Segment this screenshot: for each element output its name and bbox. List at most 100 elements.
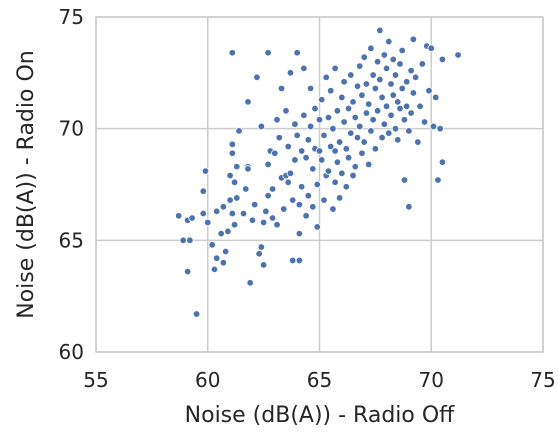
- data-point: [259, 218, 268, 227]
- data-point: [297, 183, 306, 191]
- data-point: [233, 194, 241, 202]
- data-point: [239, 209, 248, 218]
- data-point: [268, 214, 277, 222]
- data-point: [315, 147, 324, 155]
- data-point: [286, 69, 295, 77]
- data-point: [244, 98, 252, 106]
- data-point: [284, 178, 292, 186]
- data-point: [407, 109, 415, 117]
- data-point: [360, 138, 368, 146]
- data-point: [387, 111, 395, 119]
- data-point: [300, 64, 308, 73]
- data-point: [188, 214, 196, 222]
- data-point: [320, 196, 328, 204]
- data-point: [322, 73, 330, 81]
- data-point: [257, 243, 266, 251]
- data-point: [425, 86, 433, 95]
- data-point: [438, 158, 447, 166]
- data-point: [429, 122, 438, 131]
- y-tick-label: 65: [59, 228, 84, 252]
- data-point: [400, 176, 409, 184]
- data-point: [295, 200, 304, 209]
- data-point: [268, 185, 277, 193]
- data-point: [329, 124, 337, 133]
- data-point: [204, 218, 212, 227]
- data-point: [304, 191, 313, 200]
- data-point: [291, 120, 299, 128]
- data-point: [353, 82, 362, 90]
- data-point: [309, 203, 317, 211]
- data-point: [385, 37, 393, 46]
- data-point: [318, 95, 326, 104]
- data-point: [405, 203, 413, 211]
- data-point: [275, 133, 283, 142]
- data-point: [293, 49, 301, 57]
- data-point: [228, 209, 237, 218]
- data-point: [284, 142, 292, 151]
- data-point: [335, 138, 344, 146]
- data-point: [309, 165, 317, 173]
- data-point: [324, 113, 333, 122]
- data-point: [255, 250, 263, 258]
- data-point: [306, 122, 315, 131]
- data-point: [356, 62, 364, 70]
- data-point: [228, 49, 237, 57]
- data-point: [347, 71, 355, 79]
- data-point: [192, 310, 201, 318]
- x-tick-label: 60: [195, 368, 220, 392]
- data-point: [264, 160, 272, 169]
- x-tick-labels: 55 60 65 70 75: [83, 368, 555, 392]
- data-point: [342, 145, 351, 153]
- x-tick-label: 70: [419, 368, 444, 392]
- data-point: [371, 84, 380, 93]
- data-point: [434, 176, 442, 184]
- data-point: [246, 279, 254, 287]
- data-point: [338, 93, 346, 102]
- data-point: [212, 207, 221, 215]
- data-point: [418, 60, 427, 68]
- data-point: [389, 91, 397, 99]
- data-point: [349, 171, 357, 180]
- data-point: [293, 131, 301, 140]
- data-point: [373, 107, 382, 115]
- data-point: [297, 147, 306, 155]
- data-point: [369, 116, 377, 124]
- data-point: [286, 169, 295, 178]
- data-point: [331, 178, 339, 186]
- data-point: [179, 236, 187, 245]
- data-point: [340, 118, 348, 126]
- data-point: [373, 57, 382, 66]
- data-point: [257, 122, 266, 131]
- plot-frame: [95, 16, 544, 353]
- data-point: [402, 78, 411, 86]
- data-point: [396, 104, 404, 113]
- data-point: [221, 247, 230, 256]
- x-axis-label: Noise (dB(A)) - Radio Off: [185, 403, 456, 428]
- data-point: [344, 153, 353, 162]
- data-point: [242, 185, 250, 193]
- data-point: [230, 178, 239, 186]
- data-point: [376, 26, 384, 35]
- data-point: [398, 46, 406, 55]
- data-point: [407, 66, 415, 75]
- data-point: [396, 60, 404, 68]
- data-point: [380, 51, 389, 59]
- data-point: [210, 265, 219, 274]
- data-point: [329, 205, 337, 213]
- data-point: [199, 187, 207, 195]
- data-point: [400, 116, 409, 124]
- data-point: [208, 241, 216, 249]
- data-points: [174, 26, 462, 318]
- data-point: [385, 129, 393, 137]
- data-point: [199, 209, 207, 218]
- data-point: [360, 53, 368, 61]
- data-point: [326, 86, 335, 95]
- data-point: [183, 267, 192, 276]
- data-point: [358, 149, 366, 157]
- data-point: [409, 35, 418, 44]
- data-point: [432, 93, 440, 102]
- data-point: [280, 205, 288, 213]
- data-point: [311, 104, 319, 113]
- data-point: [331, 64, 339, 73]
